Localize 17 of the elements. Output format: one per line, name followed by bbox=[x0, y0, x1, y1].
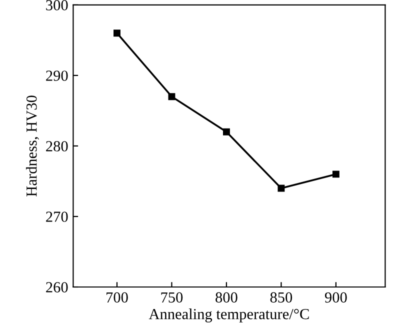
y-axis-title: Hardness, HV30 bbox=[26, 96, 39, 196]
point bbox=[222, 128, 230, 136]
y-tick-label: 270 bbox=[46, 212, 68, 222]
point bbox=[168, 93, 176, 100]
x-tick-label: 850 bbox=[270, 292, 292, 303]
x-tick-label: 800 bbox=[216, 292, 238, 303]
point bbox=[278, 184, 285, 192]
y-tick-label: 260 bbox=[46, 282, 68, 292]
x-axis-title: Annealing temperature/°C bbox=[148, 308, 309, 322]
point bbox=[114, 30, 120, 37]
y-tick-label: 290 bbox=[46, 70, 68, 81]
x-tick-label: 900 bbox=[324, 292, 347, 303]
point bbox=[332, 170, 340, 178]
y-tick-label: 300 bbox=[46, 0, 68, 10]
x-tick-label: 700 bbox=[106, 292, 128, 303]
x-tick-label: 750 bbox=[161, 292, 183, 303]
y-tick-label: 280 bbox=[46, 141, 68, 152]
